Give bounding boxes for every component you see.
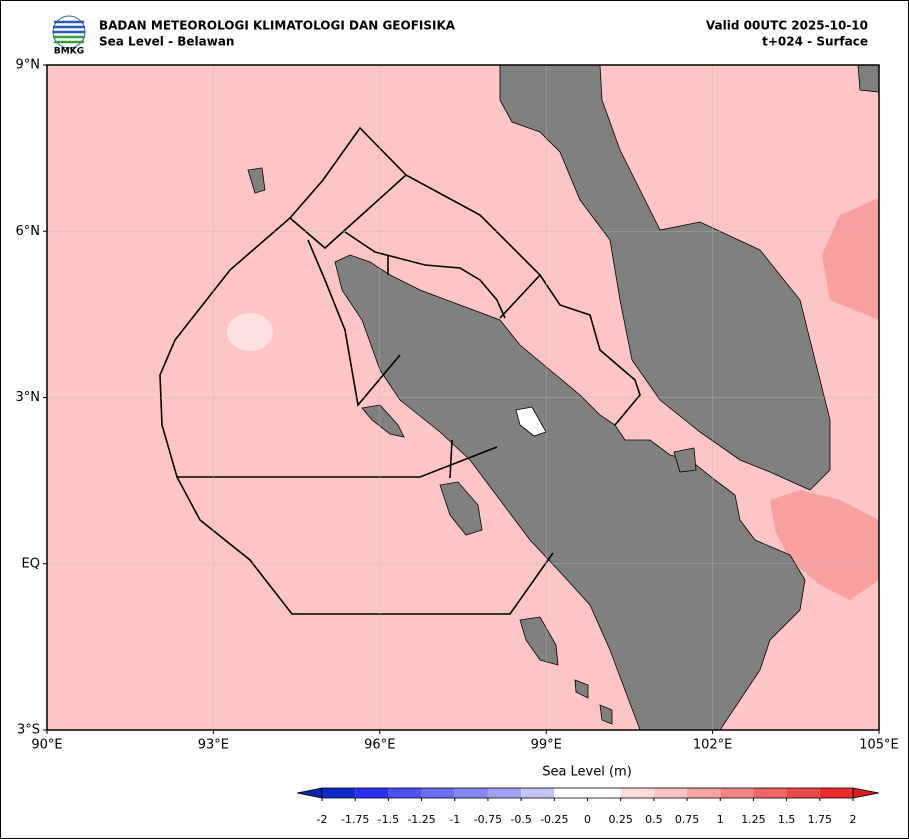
colorbar-tick-label: 2 <box>850 813 857 826</box>
colorbar-segment <box>753 788 787 798</box>
colorbar-segment <box>487 788 522 798</box>
colorbar-tick-label: 0 <box>584 813 591 826</box>
logo-text: BMKG <box>54 47 84 57</box>
colorbar-tick-label: -0.5 <box>510 813 531 826</box>
colorbar-tick-label: -2 <box>317 813 328 826</box>
colorbar-segment <box>322 788 356 798</box>
logo: BMKG <box>52 15 86 57</box>
colorbar-tick-label: -1.25 <box>407 813 435 826</box>
valid-time: Valid 00UTC 2025-10-10 <box>706 19 868 33</box>
colorbar-tick-label: 1.25 <box>741 813 766 826</box>
colorbar-tick-label: 1 <box>717 813 724 826</box>
agency: BADAN METEOROLOGI KLIMATOLOGI DAN GEOFIS… <box>99 19 456 33</box>
y-tick-label: EQ <box>22 556 40 571</box>
colorbar: -2 -1.75 -1.5 -1.25 -1 -0.75 -0.5 -0.25 0 0.25 0.5… <box>296 787 880 826</box>
colorbar-segment <box>454 788 488 798</box>
x-tick-label: 96°E <box>364 738 395 753</box>
y-tick-label: 3°N <box>16 390 41 405</box>
land <box>247 64 880 731</box>
colorbar-segment <box>819 788 853 798</box>
y-tick-label: 3°S <box>17 723 40 738</box>
colorbar-tick-label: 1.5 <box>778 813 796 826</box>
colorbar-segment <box>620 788 654 798</box>
y-tick-label: 6°N <box>16 224 41 239</box>
zone-boundaries <box>159 126 641 615</box>
colorbar-segment <box>786 788 820 798</box>
colorbar-tick-label: -1.5 <box>378 813 399 826</box>
colorbar-segment <box>720 788 754 798</box>
y-tick-label: 9°N <box>16 58 41 73</box>
x-tick-label: 93°E <box>198 738 229 753</box>
x-tick-label: 99°E <box>531 738 562 753</box>
x-tick-label: 102°E <box>693 738 733 753</box>
map <box>46 64 880 731</box>
x-tick-label: 105°E <box>859 738 899 753</box>
anomaly-patch <box>770 490 879 600</box>
forecast-step: t+024 - Surface <box>762 35 868 49</box>
colorbar-tick-label: 0.25 <box>608 813 633 826</box>
colorbar-label: Sea Level (m) <box>542 765 632 780</box>
product: Sea Level - Belawan <box>99 35 234 49</box>
colorbar-tick-label: -0.25 <box>540 813 568 826</box>
colorbar-segment <box>687 788 721 798</box>
colorbar-segment <box>388 788 422 798</box>
colorbar-tick-label: 0.5 <box>645 813 663 826</box>
colorbar-tick-label: 0.75 <box>675 813 700 826</box>
colorbar-segment <box>421 788 455 798</box>
colorbar-tick-label: 1.75 <box>808 813 833 826</box>
colorbar-segment <box>355 788 389 798</box>
colorbar-segment <box>521 788 555 798</box>
colorbar-tick-label: -1.75 <box>341 813 369 826</box>
anomaly-patch <box>822 198 879 320</box>
x-tick-label: 90°E <box>31 738 62 753</box>
colorbar-tick-label: -1 <box>449 813 460 826</box>
anomaly-patch <box>227 313 273 351</box>
colorbar-tick-label: -0.75 <box>474 813 502 826</box>
colorbar-segment <box>554 788 588 798</box>
colorbar-segment <box>587 788 621 798</box>
colorbar-segment <box>653 788 688 798</box>
